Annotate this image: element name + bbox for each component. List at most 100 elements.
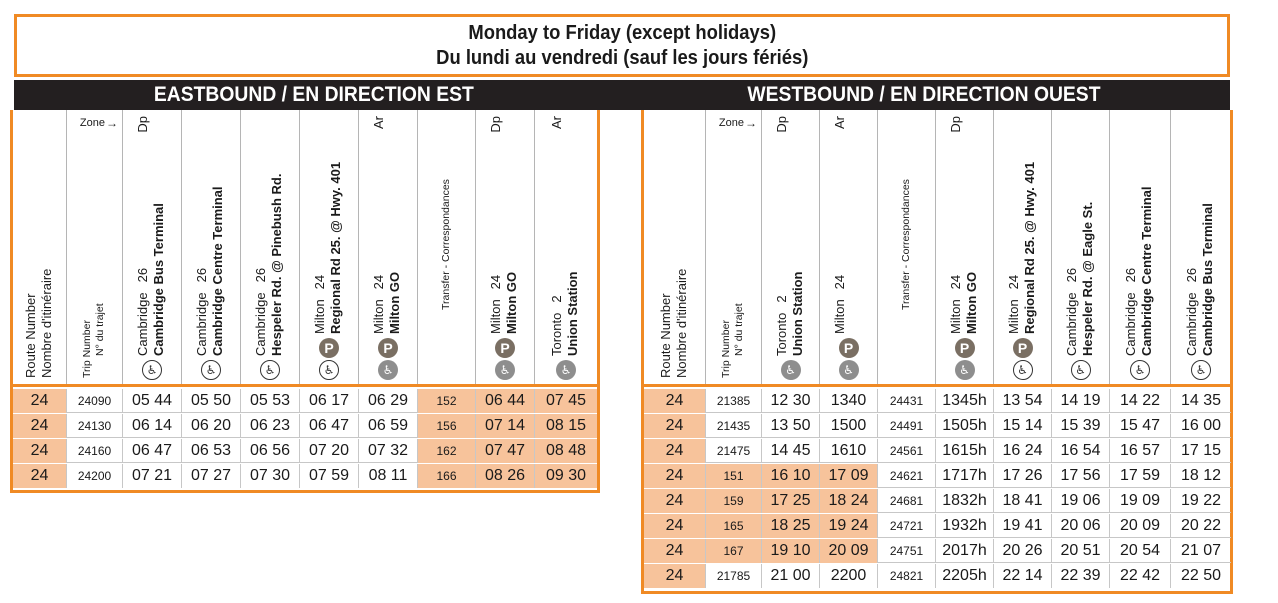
route-number-cell: 24: [13, 414, 67, 438]
time-cell: 1615h: [936, 439, 994, 463]
stop-city-row: Milton 24 Ar: [371, 116, 387, 334]
route-number-cell: 24: [644, 564, 706, 588]
time-cell: 20 51: [1052, 539, 1110, 563]
wheelchair-icon: ♿: [838, 360, 859, 380]
transfer-cell: 152: [418, 389, 476, 413]
time-cell: 16 00: [1180, 417, 1222, 434]
time-cell: 22 42: [1110, 564, 1171, 588]
trip-number-label: Trip Number N° du trajet: [720, 268, 746, 378]
stop-city-zone: Milton 24: [1006, 275, 1022, 334]
time-cell: 06 53: [182, 439, 241, 463]
stop-zone: 26: [194, 267, 209, 283]
header-col: Cambridge 26 Hespeler Rd. @ Eagle St. ♿: [1052, 110, 1110, 384]
stop-city: Cambridge: [135, 292, 150, 356]
time-cell: 07 27: [182, 464, 241, 488]
time-cell: 22 39: [1052, 564, 1110, 588]
header-col: Milton 24 Dp Milton GO P ♿: [476, 110, 535, 384]
stop-name: Cambridge Centre Terminal: [1139, 186, 1154, 356]
time-cell: 20 06: [1052, 514, 1110, 538]
stop-icons: ♿: [1052, 360, 1109, 380]
time-cell: 2017h: [936, 539, 994, 563]
stop-zone: 2: [773, 295, 789, 303]
time-cell: 19 22: [1180, 492, 1222, 509]
wheelchair-icon: ♿: [260, 360, 280, 380]
stop-city-zone: Cambridge 26: [253, 268, 269, 356]
route-number-cell: 24: [13, 389, 67, 413]
stop-flag: Ar: [371, 116, 386, 129]
time-cell: 08 48: [535, 439, 597, 463]
time-cell: 1717h: [936, 464, 994, 488]
stop-city-row: Milton 24 Ar: [832, 116, 848, 334]
route-number-cell: 24: [644, 539, 706, 563]
time-cell: 16 10: [762, 464, 820, 488]
route-number-cell: 24: [13, 439, 67, 463]
stop-icons: ♿: [1171, 360, 1231, 380]
stop-label: Cambridge 26 Dp Cambridge Bus Terminal: [135, 116, 167, 356]
stop-city: Milton: [312, 299, 327, 334]
transfer-cell: 162: [418, 439, 476, 463]
stop-icons: P ♿: [936, 338, 993, 380]
time-cell: 1340: [820, 389, 878, 413]
stop-zone: 24: [947, 274, 963, 290]
parking-icon: P: [378, 338, 398, 358]
stop-city: Milton: [371, 299, 386, 334]
trip-number-cell: 159: [706, 489, 762, 513]
time-cell: 1500: [820, 414, 878, 438]
table-row: 24 21385 12 30 1340 24431 1345h 13 54 14 19 14 2…: [644, 389, 1231, 413]
stop-name: Cambridge Centre Terminal: [210, 186, 225, 356]
stop-city-zone: Cambridge 26: [1064, 268, 1080, 356]
table-row: 24 159 17 25 18 24 24681 1832h 18 41 19 06 19 09…: [644, 489, 1231, 513]
stop-flag: Dp: [488, 116, 503, 133]
stop-label: Cambridge 26 Cambridge Centre Terminal: [1123, 116, 1155, 356]
wheelchair-icon: ♿: [1012, 360, 1033, 380]
stop-label: Milton 24 Dp Milton GO: [488, 116, 520, 334]
time-cell: 06 56: [241, 439, 300, 463]
route-number-cell: 24: [644, 514, 706, 538]
time-cell: 16 57: [1110, 439, 1171, 463]
stop-city: Cambridge: [1184, 292, 1199, 356]
schedule-title-en: Monday to Friday (except holidays): [468, 21, 776, 44]
time-cell: 15 47: [1110, 414, 1171, 438]
stop-icons: ♿: [762, 360, 819, 380]
stop-name: Cambridge Bus Terminal: [1200, 203, 1215, 356]
stop-city: Cambridge: [1123, 292, 1138, 356]
time-cell: 05 50: [182, 389, 241, 413]
stop-city: Milton: [1005, 299, 1021, 334]
zone-label: Zone →: [719, 116, 757, 130]
time-cell: 19 24: [820, 514, 878, 538]
route-number-fr: Nombre d'itinéraire: [38, 268, 54, 378]
trip-number-en: Trip Number: [80, 320, 93, 378]
wheelchair-icon: ♿: [142, 360, 162, 380]
westbound-heading: WESTBOUND / EN DIRECTION OUEST: [614, 80, 1230, 110]
stop-icons: P ♿: [820, 338, 877, 380]
wheelchair-icon: ♿: [1130, 360, 1150, 380]
stop-name: Hespeler Rd. @ Pinebush Rd.: [269, 173, 284, 356]
stop-city: Cambridge: [194, 292, 209, 356]
wheelchair-icon: ♿: [495, 360, 515, 380]
time-cell: 17 56: [1052, 464, 1110, 488]
schedule-title-fr: Du lundi au vendredi (sauf les jours fér…: [435, 46, 809, 69]
transfer-text: Transfer - Correspondances: [439, 179, 452, 310]
header-col: Zone → Trip Number N° du trajet: [706, 110, 762, 384]
time-cell: 19 10: [762, 539, 820, 563]
trip-number-cell: 24130: [67, 414, 123, 438]
route-number-label: Route Number Nombre d'itinéraire: [23, 116, 55, 378]
transfer-label: Transfer - Correspondances: [900, 150, 913, 310]
time-cell: 17 26: [994, 464, 1052, 488]
parking-icon: P: [495, 338, 515, 358]
trip-number-cell: 24200: [67, 464, 123, 488]
trip-number-cell: 167: [706, 539, 762, 563]
stop-zone: 24: [1005, 274, 1021, 290]
transfer-label: Transfer - Correspondances: [440, 150, 453, 310]
stop-name: Hespeler Rd. @ Eagle St.: [1079, 201, 1095, 356]
stop-label: Milton 24 Dp Milton GO: [948, 116, 980, 334]
header-col: Transfer - Correspondances: [418, 110, 476, 384]
time-cell: 20 26: [994, 539, 1052, 563]
stop-city-zone: Milton 24: [312, 275, 328, 334]
time-cell: 07 45: [535, 389, 597, 413]
stop-city-zone: Cambridge 26: [194, 268, 210, 356]
transfer-cell: 24681: [878, 489, 936, 513]
time-cell: 05 44: [123, 389, 182, 413]
wheelchair-icon: ♿: [1070, 360, 1091, 380]
trip-number-cell: 21385: [706, 389, 762, 413]
